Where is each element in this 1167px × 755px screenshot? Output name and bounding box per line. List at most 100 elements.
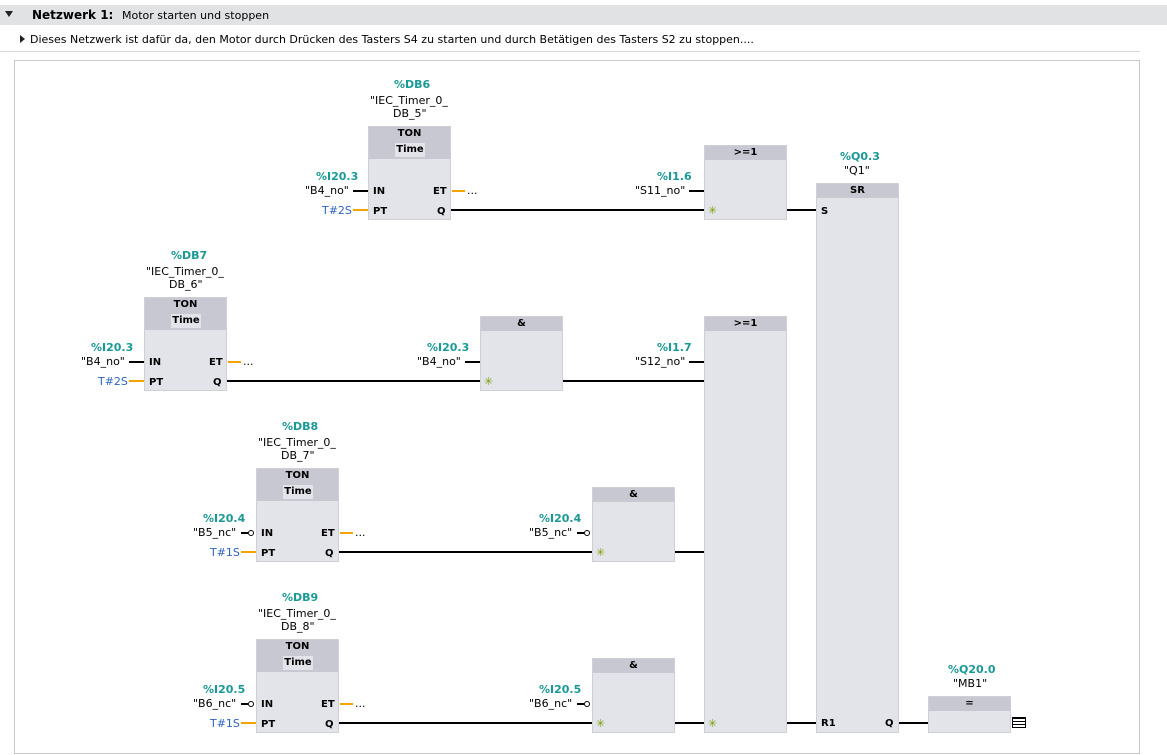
negation-circle[interactable] (584, 701, 590, 707)
network-comment-text[interactable]: Dieses Netzwerk ist dafür da, den Motor … (30, 33, 754, 46)
pin-q: Q (325, 719, 334, 730)
pin-pt: PT (373, 206, 388, 217)
sr-operand-symbol[interactable]: "Q1" (844, 164, 870, 177)
timer-instance-name[interactable]: "IEC_Timer_0_ (258, 436, 336, 449)
wire (337, 722, 592, 724)
in-operand-address[interactable]: %I20.3 (316, 170, 359, 183)
assign-operand-symbol[interactable]: "MB1" (953, 677, 988, 690)
and-operand-symbol[interactable]: "B6_nc" (529, 697, 573, 710)
or-box[interactable]: >=1 (704, 316, 787, 733)
or-operand-symbol[interactable]: "S11_no" (635, 184, 686, 197)
network-comment[interactable]: Dieses Netzwerk ist dafür da, den Motor … (0, 29, 1140, 52)
and-operand-address[interactable]: %I20.5 (539, 683, 582, 696)
timer-db-address[interactable]: %DB6 (394, 78, 431, 91)
negation-circle[interactable] (248, 701, 254, 707)
timer-instance-name[interactable]: "IEC_Timer_0_ (370, 94, 448, 107)
ton-block-title: TON (257, 469, 338, 483)
pt-constant[interactable]: T#1S (210, 546, 240, 559)
ton-block[interactable]: TON Time IN PT ET Q (256, 468, 339, 562)
add-input-star-icon[interactable]: ✳ (596, 717, 606, 730)
wire (241, 703, 248, 705)
et-operand-placeholder[interactable]: ... (467, 184, 478, 197)
or-operand-symbol[interactable]: "S12_no" (635, 355, 686, 368)
negation-circle[interactable] (584, 530, 590, 536)
timer-instance-name[interactable]: "IEC_Timer_0_ (258, 607, 336, 620)
et-operand-placeholder[interactable]: ... (355, 697, 366, 710)
ton-block-title: TON (145, 298, 226, 312)
timer-db-address[interactable]: %DB9 (282, 591, 319, 604)
pt-constant[interactable]: T#1S (210, 717, 240, 730)
output-expand-icon[interactable] (1012, 717, 1026, 728)
and-block-title: & (481, 317, 562, 331)
and-box[interactable]: & (592, 658, 675, 733)
ton-type-selector[interactable]: Time (257, 654, 338, 672)
in-operand-symbol[interactable]: "B4_no" (305, 184, 349, 197)
add-input-star-icon[interactable]: ✳ (708, 204, 718, 217)
pin-pt: PT (149, 377, 164, 388)
in-operand-address[interactable]: %I20.3 (91, 341, 134, 354)
in-operand-symbol[interactable]: "B5_nc" (193, 526, 237, 539)
network-header[interactable]: Netzwerk 1: Motor starten und stoppen (0, 5, 1167, 25)
ton-type-selector[interactable]: Time (369, 141, 450, 159)
network-name[interactable]: Motor starten und stoppen (122, 9, 270, 22)
ton-type-selector[interactable]: Time (145, 312, 226, 330)
collapse-icon[interactable] (5, 11, 13, 17)
in-operand-address[interactable]: %I20.4 (203, 512, 246, 525)
wire (673, 722, 704, 724)
wire (673, 551, 704, 553)
wire (225, 380, 480, 382)
ton-type-label[interactable]: Time (171, 314, 201, 328)
ton-type-label[interactable]: Time (283, 656, 313, 670)
ton-type-label[interactable]: Time (283, 485, 313, 499)
or-operand-address[interactable]: %I1.7 (657, 341, 692, 354)
in-operand-symbol[interactable]: "B6_nc" (193, 697, 237, 710)
expand-comment-icon[interactable] (20, 35, 25, 43)
et-operand-placeholder[interactable]: ... (355, 526, 366, 539)
wire (689, 361, 704, 363)
and-box[interactable]: & (480, 316, 563, 391)
negation-circle[interactable] (248, 530, 254, 536)
and-operand-address[interactable]: %I20.3 (427, 341, 470, 354)
timer-instance-name-cont[interactable]: DB_5" (393, 107, 427, 120)
ton-block[interactable]: TON Time IN PT ET Q (368, 126, 451, 220)
timer-instance-name-cont[interactable]: DB_6" (169, 278, 203, 291)
timer-db-address[interactable]: %DB8 (282, 420, 319, 433)
ton-block-title: TON (369, 127, 450, 141)
fbd-network-area[interactable] (14, 60, 1140, 754)
ton-block[interactable]: TON Time IN PT ET Q (256, 639, 339, 733)
add-input-star-icon[interactable]: ✳ (484, 375, 494, 388)
ton-type-selector[interactable]: Time (257, 483, 338, 501)
assign-operand-address[interactable]: %Q20.0 (948, 663, 996, 676)
timer-instance-name-cont[interactable]: DB_7" (281, 449, 315, 462)
in-operand-symbol[interactable]: "B4_no" (81, 355, 125, 368)
pt-constant[interactable]: T#2S (98, 375, 128, 388)
wire (897, 722, 928, 724)
and-box[interactable]: & (592, 487, 675, 562)
et-operand-placeholder[interactable]: ... (243, 355, 254, 368)
and-operand-address[interactable]: %I20.4 (539, 512, 582, 525)
or-box[interactable]: >=1 (704, 145, 787, 220)
pt-constant[interactable]: T#2S (322, 204, 352, 217)
sr-block-title: SR (817, 184, 898, 198)
and-block-title: & (593, 488, 674, 502)
or-operand-address[interactable]: %I1.6 (657, 170, 692, 183)
assign-box[interactable]: = (928, 696, 1011, 733)
add-input-star-icon[interactable]: ✳ (708, 717, 718, 730)
sr-operand-address[interactable]: %Q0.3 (840, 150, 880, 163)
pt-connector (129, 380, 144, 382)
ton-block[interactable]: TON Time IN PT ET Q (144, 297, 227, 391)
add-input-star-icon[interactable]: ✳ (596, 546, 606, 559)
sr-box[interactable]: SR S R1 Q (816, 183, 899, 733)
pin-in: IN (373, 186, 386, 197)
timer-db-address[interactable]: %DB7 (171, 249, 208, 262)
and-operand-symbol[interactable]: "B4_no" (417, 355, 461, 368)
pt-connector (241, 551, 256, 553)
and-operand-symbol[interactable]: "B5_nc" (529, 526, 573, 539)
timer-instance-name[interactable]: "IEC_Timer_0_ (146, 265, 224, 278)
pt-connector (353, 209, 368, 211)
and-block-title: & (593, 659, 674, 673)
in-operand-address[interactable]: %I20.5 (203, 683, 246, 696)
ton-type-label[interactable]: Time (395, 143, 425, 157)
pin-pt: PT (261, 719, 276, 730)
timer-instance-name-cont[interactable]: DB_8" (281, 620, 315, 633)
